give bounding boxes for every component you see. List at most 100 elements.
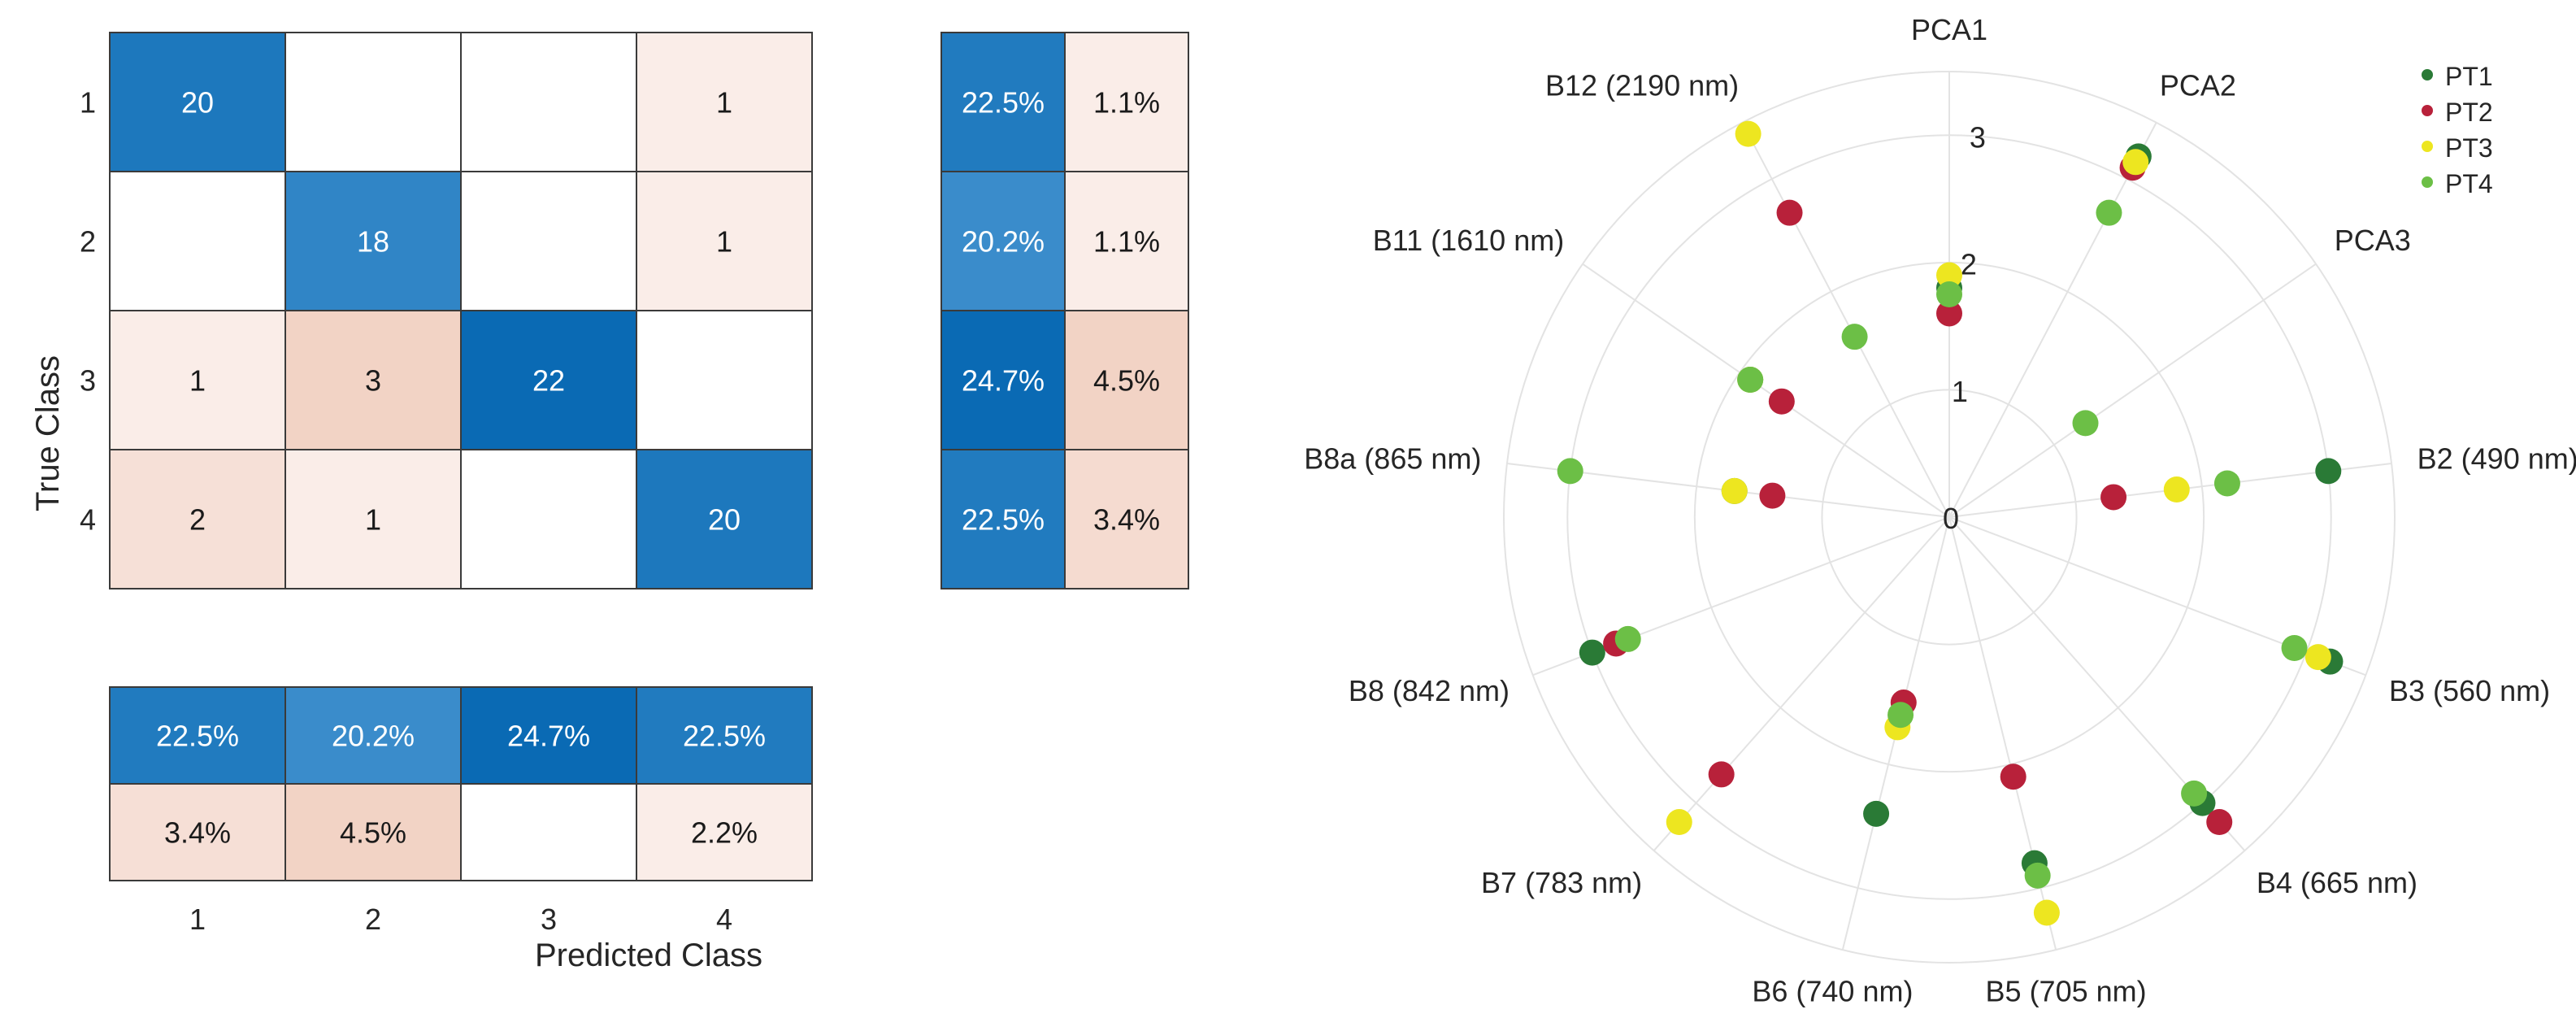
column-summary-incorrect-cell <box>109 783 286 881</box>
row-summary-incorrect-cell <box>1064 171 1189 311</box>
x-tick-label: 3 <box>541 903 557 936</box>
data-point-pt4 <box>1887 702 1914 729</box>
matrix-cell <box>636 449 813 589</box>
data-point-pt3 <box>2122 149 2149 176</box>
data-point-pt4 <box>1614 625 1641 652</box>
grid-spoke <box>1582 263 1950 518</box>
row-summary-correct-value: 20.2% <box>962 225 1045 259</box>
row-summary-correct-cell <box>940 171 1066 311</box>
column-summary-correct-value: 22.5% <box>683 720 766 753</box>
data-point-pt3 <box>1936 262 1962 289</box>
data-point-pt4 <box>1841 324 1868 350</box>
confusion-matrix-main: 20 118 11 3 222 1 20 <box>109 32 813 589</box>
column-summary-correct-value: 22.5% <box>156 720 239 753</box>
row-summary: 22.5% 1.1% 20.2% 1.1% 24.7% 4.5% 22.5% 3.4% <box>940 32 1189 589</box>
row-summary-correct-value: 24.7% <box>962 364 1045 398</box>
y-tick-label: 4 <box>80 503 96 537</box>
row-summary-incorrect-value: 1.1% <box>1093 225 1160 259</box>
column-summary-incorrect-cell <box>460 783 637 881</box>
radial-tick-label: 0 <box>1943 502 1959 535</box>
radial-tick-labels: 0 1 2 3 <box>1943 120 1986 535</box>
column-summary-correct-value: 24.7% <box>507 720 590 753</box>
row-summary-correct-value: 22.5% <box>962 86 1045 120</box>
polar-scatter-chart: 0 1 2 3 PCA1 PCA2 PCA3 B2 (490 nm) B3 (560 nm) B… <box>1304 13 2576 1008</box>
legend-label: PT3 <box>2445 133 2493 163</box>
column-summary-correct-cell <box>109 686 286 785</box>
legend-label: PT2 <box>2445 98 2493 127</box>
data-point-pt1 <box>1863 800 1890 827</box>
column-summary-correct-cell <box>636 686 813 785</box>
matrix-cell <box>460 449 637 589</box>
angular-tick-label: B2 (490 nm) <box>2417 442 2576 476</box>
matrix-cell <box>636 171 813 311</box>
row-summary-incorrect-cell <box>1064 310 1189 450</box>
data-point-pt2 <box>2206 809 2233 836</box>
row-summary-correct-cell <box>940 449 1066 589</box>
data-points <box>1557 120 2344 926</box>
y-tick-label: 2 <box>80 225 96 259</box>
column-summary-incorrect-value: 4.5% <box>340 816 406 850</box>
matrix-cell <box>460 171 637 311</box>
data-point-pt4 <box>1557 458 1583 485</box>
data-point-pt4 <box>2181 780 2208 807</box>
cell-value: 1 <box>365 503 381 537</box>
data-point-pt3 <box>1666 809 1692 836</box>
column-summary-correct-value: 20.2% <box>332 720 415 753</box>
grid-spoke <box>1653 516 1950 851</box>
data-point-pt4 <box>1737 367 1764 394</box>
angular-tick-labels: PCA1 PCA2 PCA3 B2 (490 nm) B3 (560 nm) B4 (66… <box>1304 13 2576 1008</box>
x-axis-label: Predicted Class <box>535 938 762 973</box>
column-summary-incorrect-value: 2.2% <box>691 816 758 850</box>
matrix-cell <box>460 32 637 172</box>
legend-label: PT1 <box>2445 62 2493 91</box>
angular-tick-label: PCA3 <box>2335 224 2411 257</box>
cell-value: 3 <box>365 364 381 398</box>
legend-marker <box>2422 141 2433 152</box>
matrix-cell <box>636 310 813 450</box>
matrix-cell <box>109 449 286 589</box>
legend-marker <box>2422 69 2433 80</box>
data-point-pt2 <box>2000 764 2026 790</box>
legend-marker <box>2422 176 2433 188</box>
angular-tick-label: B8 (842 nm) <box>1349 674 1510 707</box>
grid-spoke <box>1948 263 2317 518</box>
angular-tick-label: B5 (705 nm) <box>1986 975 2147 1008</box>
data-point-pt3 <box>1721 477 1748 504</box>
data-point-pt1 <box>2315 458 2342 485</box>
data-point-pt4 <box>2213 470 2240 497</box>
column-summary-incorrect-cell <box>636 783 813 881</box>
confusion-matrix-chart: 20 118 11 3 222 1 20 22.5% 1.1%20.2% 1.1%24.7% 4.… <box>30 32 1189 973</box>
cell-value: 22 <box>532 364 565 398</box>
cell-value: 20 <box>708 503 741 537</box>
data-point-pt3 <box>2163 476 2190 503</box>
row-summary-incorrect-cell <box>1064 32 1189 172</box>
legend: PT1 PT2 PT3 PT4 <box>2422 62 2493 198</box>
angular-tick-label: B11 (1610 nm) <box>1373 224 1564 257</box>
legend-marker <box>2422 105 2433 116</box>
matrix-cell <box>109 32 286 172</box>
y-tick-label: 3 <box>80 364 96 398</box>
cell-value: 2 <box>189 503 206 537</box>
radial-tick-label: 3 <box>1970 120 1986 154</box>
y-tick-label: 1 <box>80 86 96 120</box>
column-summary: 22.5% 3.4% 20.2% 4.5% 24.7% 22.5% 2.2% <box>109 686 813 881</box>
matrix-cell <box>285 310 462 450</box>
angular-tick-label: B3 (560 nm) <box>2389 674 2550 707</box>
data-point-pt2 <box>1759 482 1786 509</box>
data-point-pt3 <box>2304 644 2331 671</box>
column-summary-correct-cell <box>460 686 637 785</box>
data-point-pt2 <box>1708 761 1735 788</box>
angular-tick-label: B7 (783 nm) <box>1481 866 1642 899</box>
row-summary-correct-value: 22.5% <box>962 503 1045 537</box>
cell-value: 1 <box>716 225 732 259</box>
cell-value: 1 <box>716 86 732 120</box>
row-summary-incorrect-value: 4.5% <box>1093 364 1160 398</box>
column-summary-incorrect-value: 3.4% <box>164 816 231 850</box>
data-point-pt4 <box>2024 862 2051 889</box>
grid-spoke <box>1948 122 2157 518</box>
data-point-pt4 <box>1936 281 1962 307</box>
row-summary-incorrect-value: 3.4% <box>1093 503 1160 537</box>
grid-spoke <box>1741 122 1950 518</box>
cell-value: 20 <box>181 86 214 120</box>
